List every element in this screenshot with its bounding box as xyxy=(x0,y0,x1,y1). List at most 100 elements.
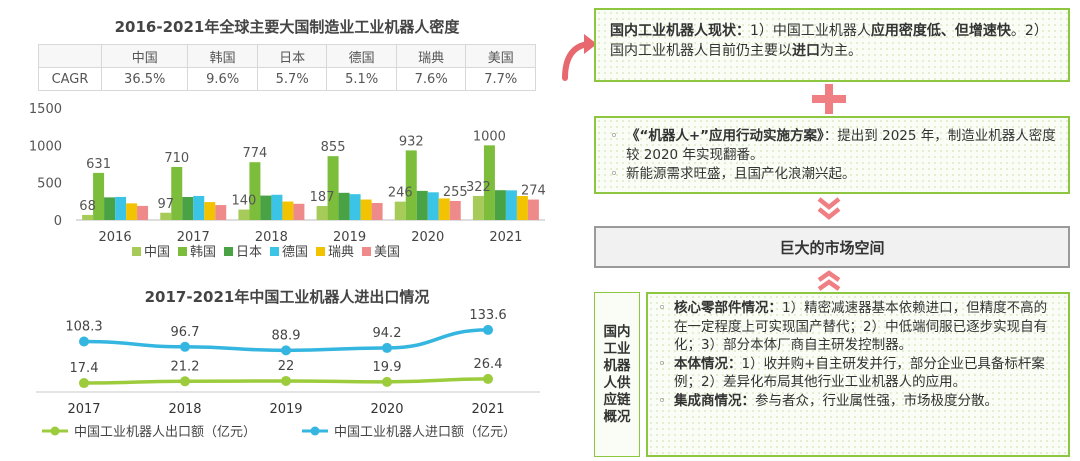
bar xyxy=(405,150,417,220)
data-point xyxy=(483,373,493,384)
legend-swatch xyxy=(316,247,325,256)
data-point xyxy=(79,336,89,347)
policy-item-text: 新能源需求旺盛，且国产化浪潮兴起。 xyxy=(626,166,856,182)
curved-arrow-icon xyxy=(562,34,597,81)
cagr-cell: 9.6% xyxy=(187,67,258,91)
bar xyxy=(338,192,350,220)
legend-marker xyxy=(310,426,320,436)
cagr-cell: 5.7% xyxy=(256,67,328,91)
policy-item: 《“机器人+”应用行动实施方案》：提出到 2025 年，制造业机器人密度较 20… xyxy=(608,127,1056,165)
cagr-header-cell: 德国 xyxy=(326,44,397,68)
legend-label: 美国 xyxy=(374,245,400,260)
double-chevron-down-icon xyxy=(817,197,841,220)
data-label: 133.6 xyxy=(469,308,506,323)
data-label: 19.9 xyxy=(373,360,402,375)
bar xyxy=(93,172,105,220)
y-tick-label: 1500 xyxy=(29,102,62,117)
supply-chain-item-bold: 核心零部件情况： xyxy=(674,300,782,316)
y-tick-label: 500 xyxy=(37,177,62,192)
data-label: 68 xyxy=(79,199,96,214)
bar xyxy=(427,192,439,220)
bar xyxy=(505,190,517,220)
supply-chain-item: 核心零部件情况：1）精密减速器基本依赖进口，但精度不高的在一定程度上可实现国产替… xyxy=(656,299,1060,355)
data-point xyxy=(483,324,493,335)
bar xyxy=(171,166,183,220)
data-label: 855 xyxy=(321,140,346,155)
y-tick-label: 0 xyxy=(54,214,62,229)
supply-chain-item: 本体情况：1）收并购+自主研发并行，部分企业已具备标杆案例；2）差异化布局其他行… xyxy=(656,355,1060,392)
cagr-header-cell: 中国 xyxy=(100,44,189,68)
x-tick-label: 2018 xyxy=(168,402,201,417)
supply-chain-item-text: 1）收并购+自主研发并行，部分企业已具备标杆案例；2）差异化布局其他行业工业机器… xyxy=(674,355,1045,391)
legend-swatch xyxy=(270,247,279,256)
bar xyxy=(204,202,216,220)
supply-chain-item-bold: 集成商情况： xyxy=(674,392,755,409)
data-label: 322 xyxy=(466,180,491,195)
policy-list: 《“机器人+”应用行动实施方案》：提出到 2025 年，制造业机器人密度较 20… xyxy=(608,127,1056,184)
x-tick-label: 2019 xyxy=(269,402,302,417)
legend-label: 韩国 xyxy=(190,245,216,260)
plus-icon xyxy=(812,84,846,114)
bar xyxy=(394,201,406,220)
bar xyxy=(349,194,361,220)
x-tick-label: 2019 xyxy=(333,230,366,245)
data-label: 88.9 xyxy=(272,328,301,343)
bar xyxy=(360,199,372,220)
bar xyxy=(104,197,116,220)
policy-item: 新能源需求旺盛，且国产化浪潮兴起。 xyxy=(608,165,1056,184)
bar xyxy=(126,203,138,220)
legend-swatch xyxy=(132,247,141,256)
bar-chart: 0 500 1000 1500 2016 2017 2018 2019 2020 2021 68 63… xyxy=(29,102,546,260)
status-highlight: 进口 xyxy=(792,43,820,59)
data-label: 22 xyxy=(278,359,295,374)
current-status-box: 国内工业机器人现状：1）中国工业机器人应用密度低、但增速快。2）国内工业机器人目… xyxy=(594,8,1070,82)
data-label: 774 xyxy=(243,146,268,161)
data-label: 97 xyxy=(157,197,174,212)
status-part: 为主。 xyxy=(820,43,862,59)
supply-chain-item-text: 参与者众，行业属性强，市场极度分散。 xyxy=(755,392,998,409)
status-lead: 国内工业机器人现状： xyxy=(610,23,750,39)
legend-swatch xyxy=(362,247,371,256)
bar xyxy=(316,206,328,220)
x-tick-label: 2017 xyxy=(67,402,100,417)
policy-item-bold: 《“机器人+”应用行动实施方案》 xyxy=(626,128,824,144)
bar xyxy=(260,195,272,220)
cagr-header-cell: 瑞典 xyxy=(395,44,467,68)
legend-swatch xyxy=(224,247,233,256)
bar xyxy=(371,202,383,220)
bar xyxy=(137,205,149,220)
bar xyxy=(416,190,428,220)
data-label: 26.4 xyxy=(474,357,503,372)
x-tick-label: 2018 xyxy=(255,230,288,245)
data-point xyxy=(382,376,392,387)
cagr-header-cell: 日本 xyxy=(256,44,328,68)
x-tick-label: 2017 xyxy=(177,230,210,245)
cagr-header-cell: 韩国 xyxy=(187,44,258,68)
data-label: 94.2 xyxy=(373,326,402,341)
bar xyxy=(516,196,528,220)
bar xyxy=(327,156,339,220)
current-status-text: 国内工业机器人现状：1）中国工业机器人应用密度低、但增速快。2）国内工业机器人目… xyxy=(610,21,1054,61)
bar xyxy=(438,198,450,220)
bar xyxy=(160,212,172,220)
x-tick-label: 2020 xyxy=(370,402,403,417)
status-part: 1）中国工业机器人 xyxy=(750,23,871,39)
bar xyxy=(449,200,461,220)
data-label: 17.4 xyxy=(70,361,99,376)
bar xyxy=(115,196,127,220)
line-chart-title: 2017-2021年中国工业机器人进出口情况 xyxy=(144,288,430,306)
bar xyxy=(238,209,250,220)
market-space-label: 巨大的市场空间 xyxy=(594,226,1070,268)
bar-chart-title: 2016-2021年全球主要大国制造业工业机器人密度 xyxy=(114,18,460,36)
legend-label: 日本 xyxy=(236,245,262,260)
cagr-header-cell: 美国 xyxy=(465,44,536,68)
data-point xyxy=(180,376,190,387)
data-point xyxy=(79,378,89,389)
line-chart: 17.4 21.2 22 19.9 26.4 108.3 96.7 88.9 94.2 133.6… xyxy=(36,308,540,440)
cagr-table-header-row: 中国 韩国 日本 德国 瑞典 美国 xyxy=(38,44,536,68)
legend-marker xyxy=(50,426,60,436)
cagr-cell: CAGR xyxy=(38,67,102,91)
policy-box: 《“机器人+”应用行动实施方案》：提出到 2025 年，制造业机器人密度较 20… xyxy=(594,116,1070,194)
data-label: 710 xyxy=(164,151,189,166)
data-label: 1000 xyxy=(473,129,506,144)
